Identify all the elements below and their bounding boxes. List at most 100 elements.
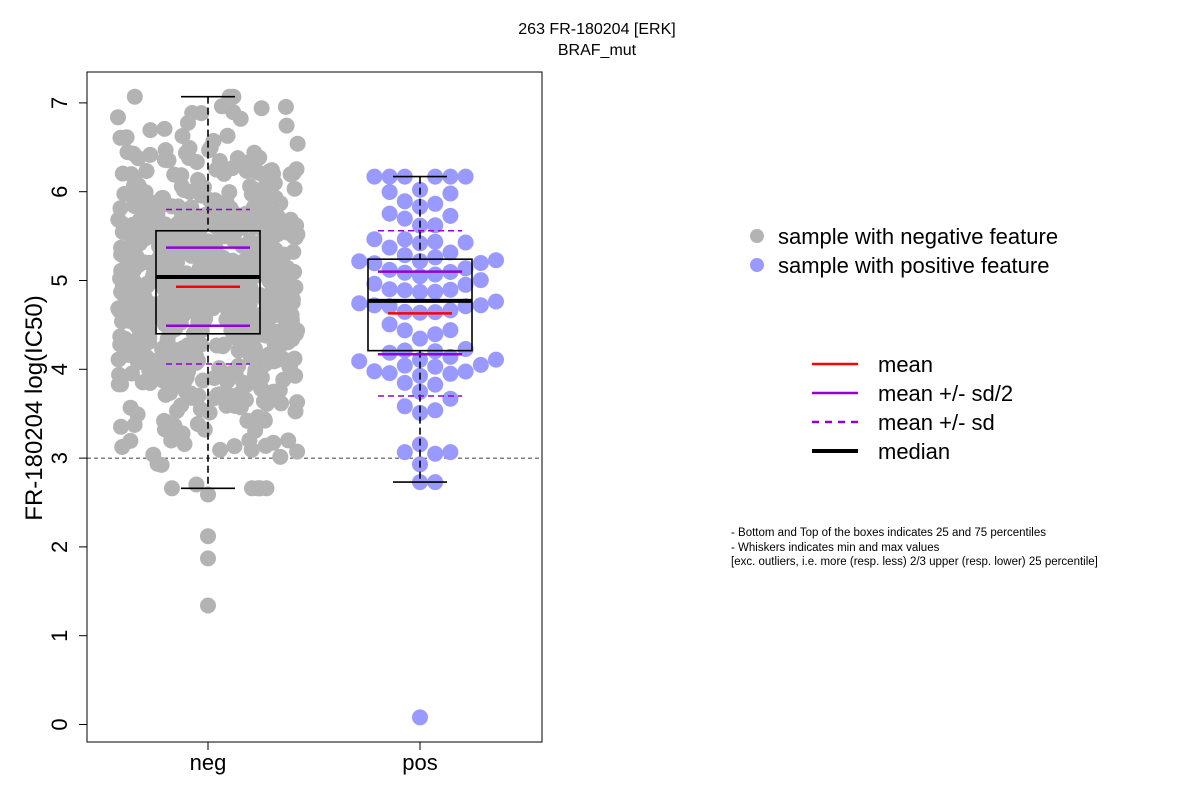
x-tick-label-pos: pos [402, 750, 437, 775]
data-point-pos [427, 195, 444, 212]
chart-title: 263 FR-180204 [ERK] [518, 21, 675, 38]
data-point-neg [156, 120, 173, 137]
data-point-pos [412, 351, 428, 368]
data-point-pos [381, 365, 398, 382]
data-point-pos [442, 365, 459, 382]
y-tick-label: 2 [47, 541, 72, 553]
data-point-pos [488, 252, 504, 269]
data-point-pos [381, 344, 398, 361]
boxplot-neg [155, 95, 261, 490]
data-point-pos [427, 326, 444, 343]
data-point-pos [396, 282, 413, 299]
data-point-neg [211, 153, 228, 169]
data-point-pos [442, 207, 459, 224]
y-tick-label: 4 [47, 363, 72, 375]
data-point-pos [457, 363, 474, 380]
data-point-neg [289, 135, 306, 152]
data-point-neg [113, 418, 129, 435]
data-point-neg [241, 233, 258, 249]
data-point-neg [183, 199, 200, 216]
data-point-neg [265, 434, 282, 451]
data-point-neg [253, 100, 270, 117]
data-point-neg [272, 448, 289, 465]
data-point-neg [114, 165, 131, 182]
data-point-pos [396, 231, 413, 248]
y-axis-title: FR-180204 log(IC50) [21, 295, 48, 520]
legend-line-label: mean +/- sd [878, 410, 995, 435]
legend-line-label: median [878, 439, 950, 464]
data-point-pos [366, 363, 383, 380]
y-tick-label: 6 [47, 186, 72, 198]
data-point-pos [351, 295, 368, 312]
data-point-neg [174, 128, 191, 144]
data-point-pos [351, 353, 368, 370]
data-point-neg [226, 438, 243, 455]
data-point-neg [111, 366, 128, 383]
data-point-pos [442, 322, 459, 339]
data-point-pos [427, 376, 444, 393]
swarm-pos [351, 168, 504, 726]
data-point-neg [119, 144, 136, 161]
data-point-neg [212, 386, 229, 403]
data-point-pos [396, 193, 413, 210]
chart-subtitle: BRAF_mut [558, 42, 637, 59]
data-point-neg [285, 243, 302, 260]
data-point-neg [126, 88, 143, 105]
data-point-neg [134, 374, 151, 391]
data-point-neg [229, 150, 246, 167]
data-point-pos [427, 233, 444, 250]
data-point-neg [273, 395, 290, 412]
data-point-pos [442, 168, 459, 185]
data-point-neg [164, 480, 180, 497]
data-point-neg [280, 432, 297, 449]
data-point-pos [442, 185, 459, 202]
data-point-neg [112, 328, 129, 345]
data-point-pos [396, 210, 413, 227]
data-point-neg [246, 144, 263, 161]
x-tick-label-neg: neg [190, 750, 227, 775]
data-point-neg [200, 550, 216, 567]
data-point-neg [200, 486, 216, 503]
data-point-neg [244, 480, 260, 497]
data-point-pos [442, 244, 459, 261]
data-point-pos [427, 283, 444, 300]
plot-frame [86, 71, 543, 743]
data-point-pos [396, 398, 413, 415]
iqr-box [155, 229, 261, 335]
data-point-neg [286, 180, 303, 197]
data-point-pos [442, 348, 459, 365]
data-point-pos [442, 302, 459, 319]
data-point-pos [457, 234, 474, 251]
data-point-pos [381, 316, 398, 333]
data-point-neg [145, 446, 162, 463]
data-point-pos [396, 444, 413, 461]
data-point-pos [396, 322, 413, 339]
data-point-neg [289, 394, 306, 411]
data-point-pos [427, 402, 444, 419]
legend-point-marker [750, 229, 764, 243]
data-point-neg [278, 117, 295, 134]
swarm-neg [110, 88, 306, 614]
data-point-pos [472, 356, 489, 373]
legend-point-label: sample with positive feature [778, 253, 1049, 278]
legend-line-label: mean [878, 352, 933, 377]
data-point-neg [142, 146, 159, 163]
data-point-pos [457, 168, 474, 185]
legend-point-label: sample with negative feature [778, 224, 1058, 249]
data-point-pos [488, 351, 504, 368]
data-point-neg [188, 476, 205, 493]
data-point-pos [412, 198, 428, 215]
data-point-pos [396, 247, 413, 264]
data-point-pos [442, 281, 459, 298]
data-point-pos [427, 217, 444, 234]
data-point-pos [488, 293, 504, 310]
data-point-neg [138, 163, 155, 179]
data-point-neg [142, 122, 159, 139]
data-point-pos [381, 184, 398, 200]
data-point-neg [113, 239, 130, 256]
data-point-pos [381, 239, 398, 256]
y-tick-label: 5 [47, 274, 72, 286]
data-point-pos [366, 168, 383, 185]
data-point-pos [427, 266, 444, 283]
data-point-neg [190, 171, 206, 188]
